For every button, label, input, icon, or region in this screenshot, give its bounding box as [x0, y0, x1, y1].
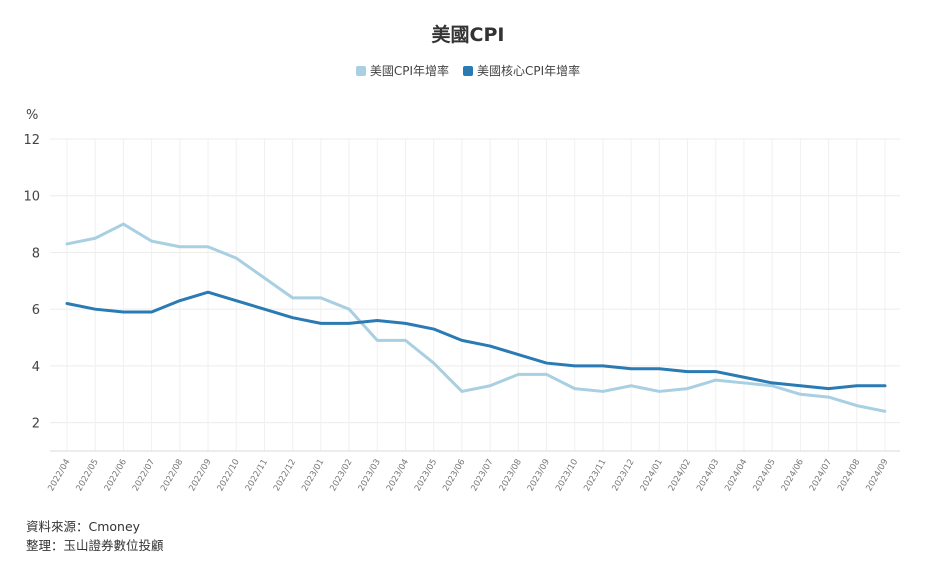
x-tick-label: 2023/06	[441, 458, 467, 494]
x-tick-label: 2023/04	[385, 458, 411, 494]
x-tick-label: 2024/09	[864, 458, 890, 494]
legend-label-cpi: 美國CPI年增率	[369, 64, 449, 78]
x-tick-label: 2022/11	[244, 458, 270, 494]
x-tick-label: 2024/04	[723, 458, 749, 494]
y-axis-label: %	[26, 108, 38, 123]
chart-title: 美國CPI	[431, 24, 505, 46]
legend-item-cpi[interactable]: 美國CPI年增率	[355, 62, 449, 79]
legend-item-core-cpi[interactable]: 美國核心CPI年增率	[463, 62, 580, 79]
y-tick-label: 8	[32, 246, 40, 261]
x-tick-label: 2023/10	[554, 458, 580, 494]
legend: 美國CPI年增率 美國核心CPI年增率	[0, 62, 936, 79]
source-line: 資料來源：Cmoney	[26, 519, 141, 534]
x-tick-label: 2024/02	[667, 458, 693, 494]
legend-swatch-core-cpi	[463, 65, 473, 76]
y-tick-label: 10	[23, 190, 40, 205]
x-tick-label: 2023/08	[498, 458, 524, 494]
x-tick-label: 2024/08	[836, 458, 862, 494]
x-tick-label: 2023/11	[582, 458, 608, 494]
x-tick-label: 2023/05	[413, 458, 439, 494]
x-tick-label: 2023/02	[328, 458, 354, 494]
y-tick-label: 2	[32, 417, 40, 432]
legend-swatch-cpi	[355, 65, 366, 76]
y-tick-label: 12	[23, 133, 40, 148]
x-tick-label: 2023/03	[357, 458, 383, 494]
x-tick-label: 2022/09	[187, 458, 213, 494]
x-tick-label: 2023/01	[300, 458, 326, 494]
y-tick-label: 6	[32, 303, 40, 318]
x-tick-label: 2024/05	[751, 458, 777, 494]
x-tick-label: 2022/12	[272, 458, 298, 494]
source-note: 資料來源：Cmoney 整理：玉山證券數位投顧	[26, 517, 164, 555]
legend-label-core-cpi: 美國核心CPI年增率	[477, 64, 581, 78]
x-tick-label: 2022/08	[159, 458, 185, 494]
compiled-by-line: 整理：玉山證券數位投顧	[26, 538, 164, 553]
x-tick-label: 2023/09	[526, 458, 552, 494]
x-tick-label: 2022/10	[216, 458, 242, 494]
x-tick-label: 2023/12	[610, 458, 636, 494]
series-line-cpi	[65, 222, 887, 413]
x-tick-label: 2023/07	[469, 458, 495, 494]
x-tick-label: 2024/06	[780, 458, 806, 494]
x-tick-label: 2024/01	[639, 458, 665, 494]
y-tick-label: 4	[32, 360, 40, 375]
x-tick-label: 2024/03	[695, 458, 721, 494]
x-tick-label: 2022/06	[103, 458, 129, 494]
series-line-core-cpi	[65, 290, 887, 391]
x-tick-label: 2022/04	[46, 458, 72, 494]
x-tick-label: 2022/05	[74, 458, 100, 494]
x-tick-label: 2022/07	[131, 458, 157, 494]
x-tick-label: 2024/07	[808, 458, 834, 494]
